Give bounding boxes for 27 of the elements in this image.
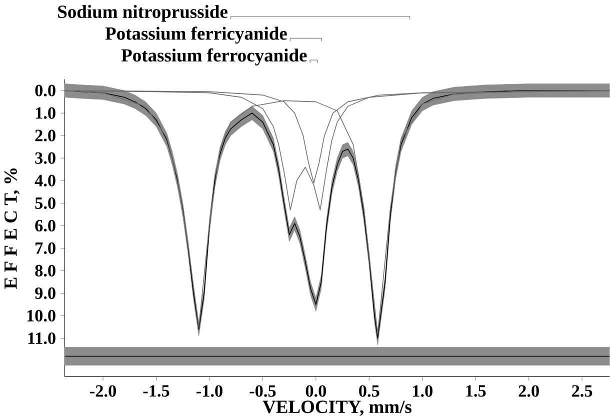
y-tick-label: 0.0 <box>35 84 56 96</box>
text: Potassium ferricyanide <box>105 26 287 44</box>
y-axis-title: E F F E C T, % <box>4 168 20 289</box>
x-tick-label: 2.5 <box>572 385 592 397</box>
x-tick-label: -1.5 <box>143 385 170 397</box>
y-tick-label: 10.0 <box>27 310 56 322</box>
x-tick-label: 1.5 <box>466 385 486 397</box>
y-tick-label: 5.0 <box>35 197 56 209</box>
y-tick-label: 8.0 <box>35 264 56 276</box>
x-tick-label: 1.0 <box>413 385 432 397</box>
y-tick-label: 3.0 <box>35 152 56 164</box>
x-tick-label: -1.0 <box>196 385 222 397</box>
x-tick-label: 2.0 <box>518 385 539 397</box>
x-tick-label: -0.5 <box>250 385 276 397</box>
y-tick-label: 6.0 <box>35 220 56 232</box>
x-tick-label: 0.0 <box>306 385 326 397</box>
y-tick-label: 11.0 <box>28 332 56 344</box>
text: Sodium nitroprusside <box>58 4 228 22</box>
text: Potassium ferrocyanide <box>121 48 307 66</box>
y-tick-label: 7.0 <box>36 242 56 254</box>
y-tick-label: 1.0 <box>36 107 56 119</box>
y-tick-label: 9.0 <box>35 287 56 300</box>
y-tick-label: 2.0 <box>35 130 56 142</box>
x-tick-label: 0.5 <box>359 385 380 397</box>
x-axis-title: VELOCITY, mm/s <box>262 400 412 416</box>
y-tick-label: 4.0 <box>34 174 56 186</box>
x-tick-label: -2.0 <box>90 385 116 397</box>
